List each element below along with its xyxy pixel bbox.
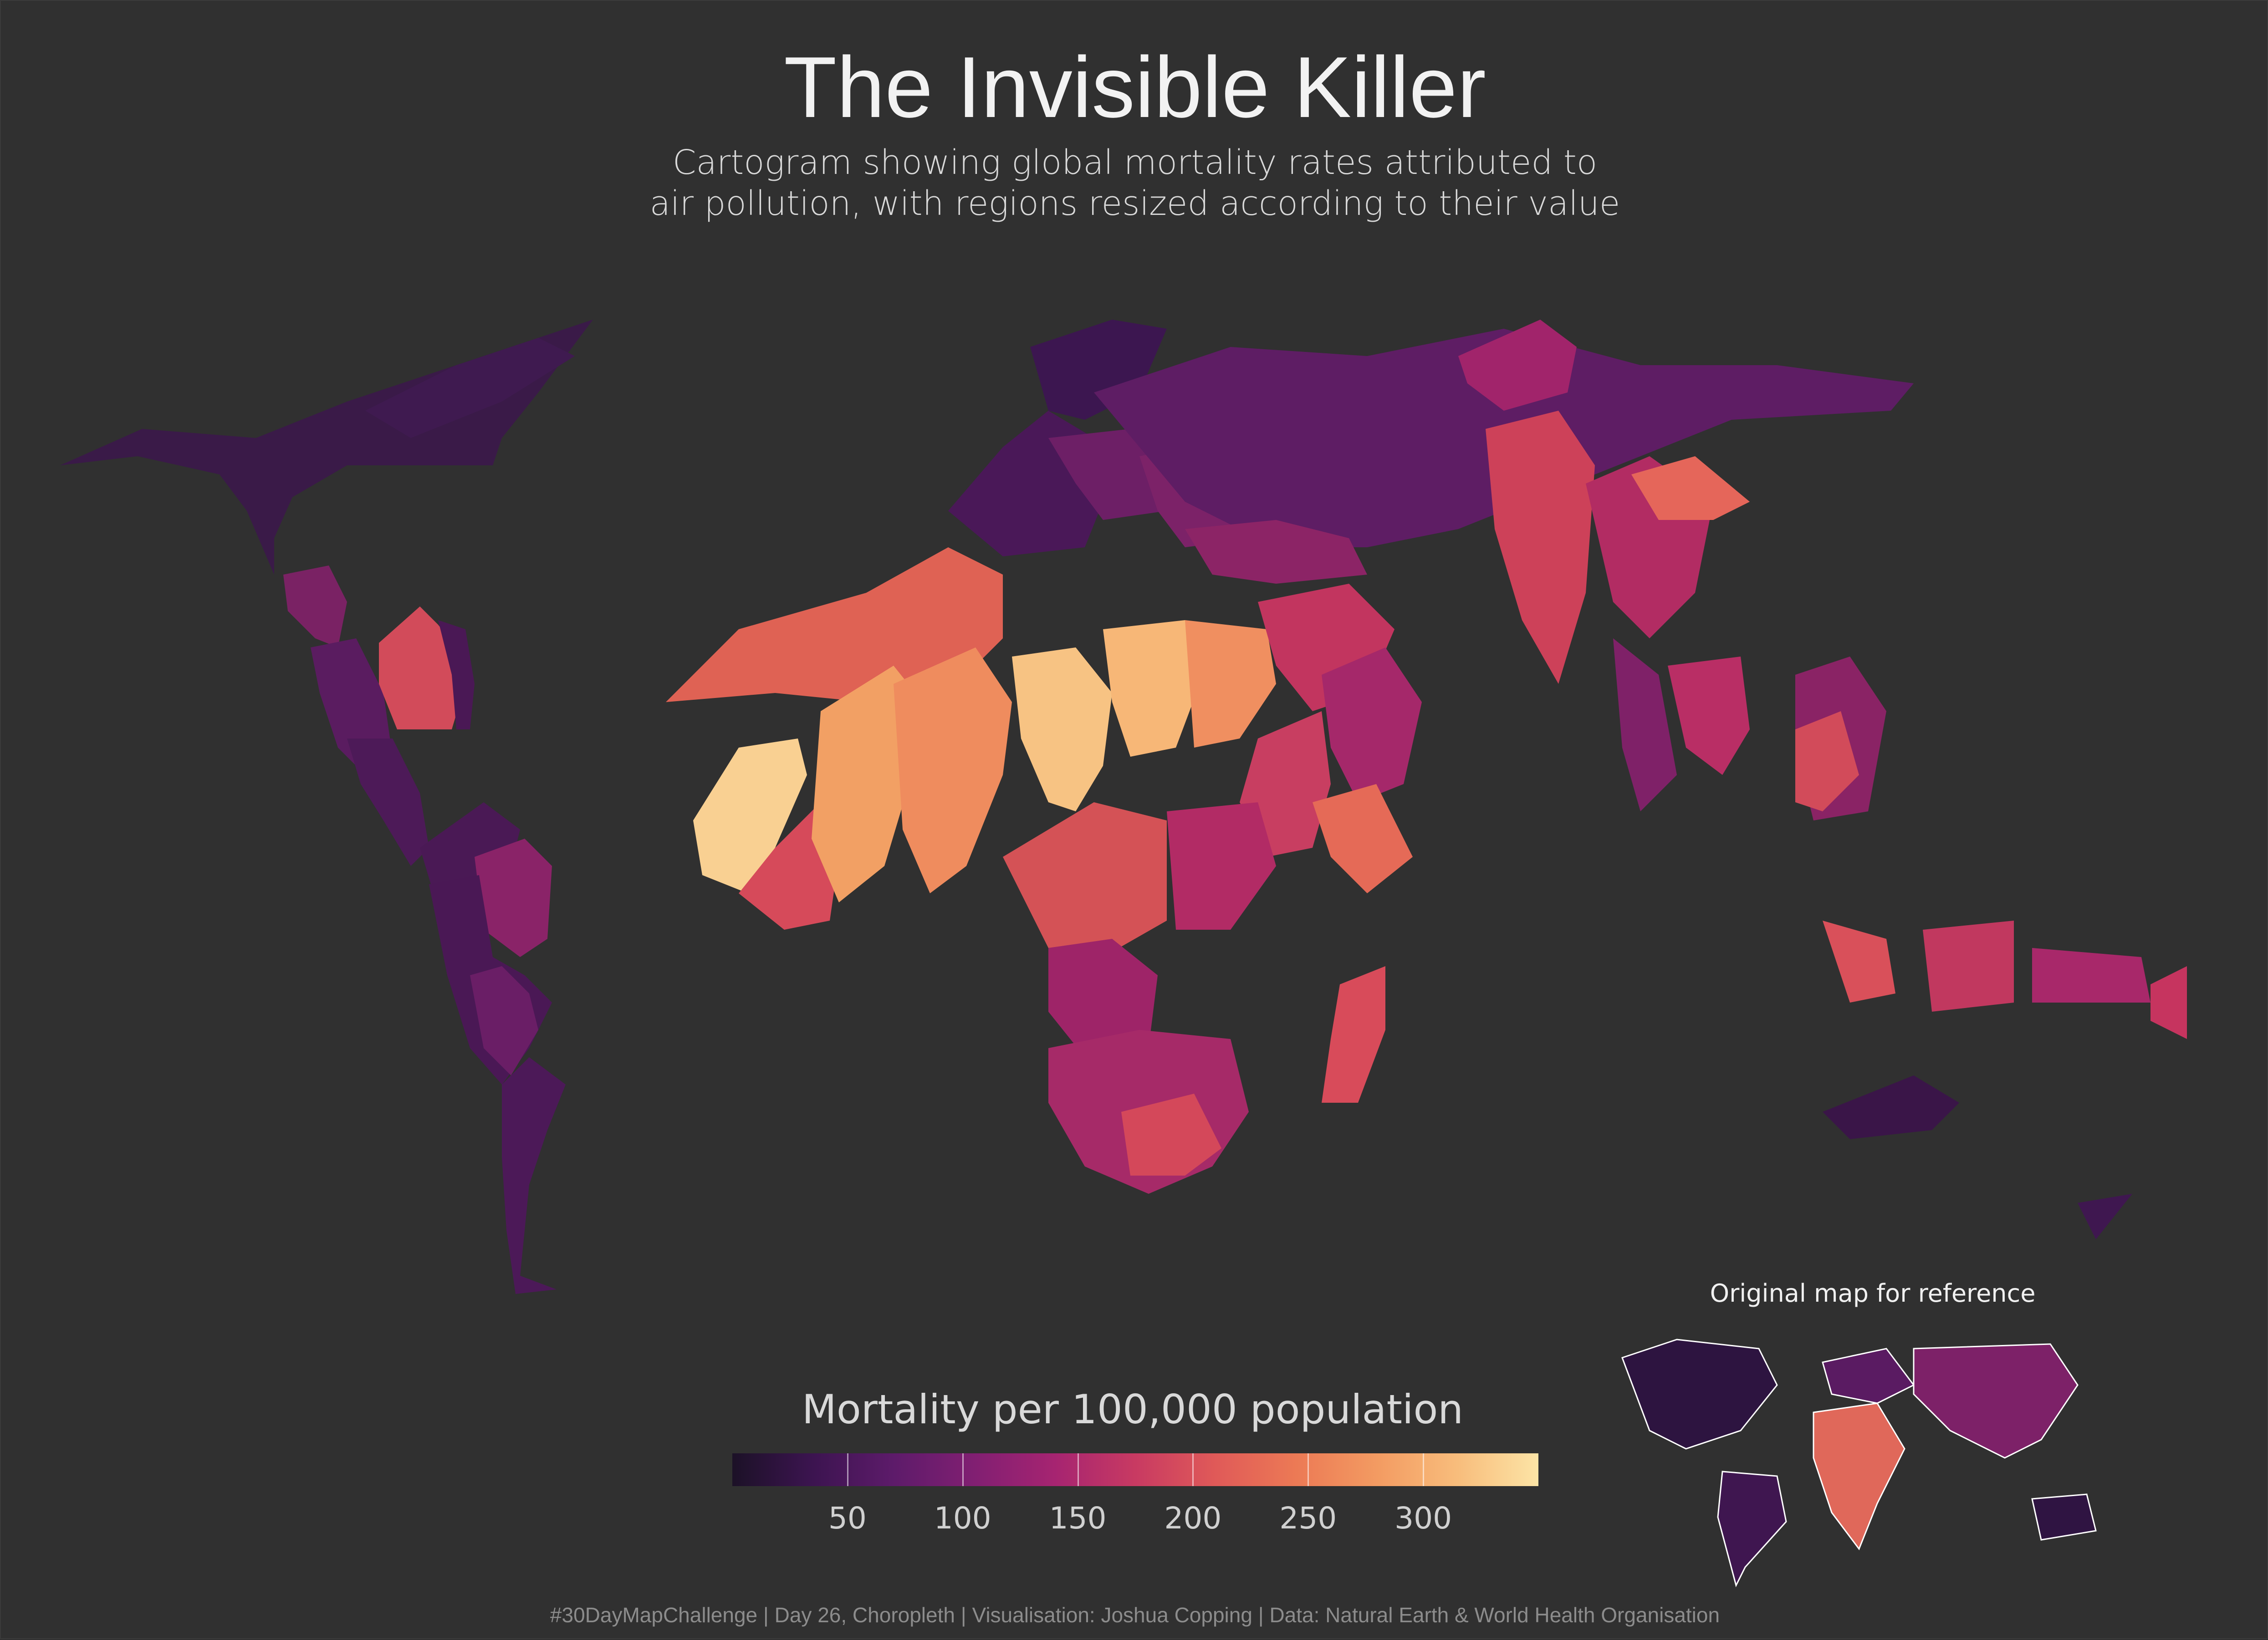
madagascar-region	[1322, 966, 1385, 1103]
sahel-central-region	[894, 647, 1012, 893]
map-caption: #30DayMapChallenge | Day 26, Choropleth …	[550, 1603, 1720, 1627]
egypt-region	[1185, 620, 1276, 748]
usa-west-region	[283, 565, 347, 647]
greenland-arctic-region	[365, 338, 575, 438]
inset-asia	[1913, 1343, 2079, 1459]
asia-region	[1486, 411, 2187, 1239]
south-america-region	[429, 839, 566, 1294]
usa-northeast-region	[438, 620, 475, 729]
west-africa-region	[693, 739, 807, 893]
sudan-region	[1103, 620, 1203, 757]
papua-region	[2032, 948, 2151, 1003]
legend-tick-mark	[1423, 1453, 1425, 1486]
legend-tick-mark	[1308, 1453, 1309, 1486]
legend-title: Mortality per 100,000 population	[802, 1386, 1464, 1433]
color-scale-bar	[732, 1453, 1538, 1486]
northeast-asia-region	[1458, 320, 1577, 411]
map-title: The Invisible Killer	[784, 39, 1486, 136]
inset-australia	[2031, 1493, 2097, 1541]
legend-tick-mark	[847, 1453, 848, 1486]
congo-region	[1048, 939, 1158, 1057]
legend-tick-label: 50	[828, 1501, 867, 1536]
legend-tick-label: 100	[934, 1501, 991, 1536]
chad-niger-region	[1012, 647, 1112, 811]
south-africa-region	[1121, 1094, 1221, 1176]
iran-region	[1322, 647, 1422, 802]
legend-tick-mark	[1192, 1453, 1194, 1486]
legend-tick-label: 300	[1395, 1501, 1452, 1536]
argentina-chile-region	[502, 1057, 566, 1294]
new-zealand-region	[2078, 1194, 2132, 1239]
peru-bolivia-region	[470, 966, 538, 1075]
indonesia-west-region	[1823, 921, 1895, 1003]
legend-tick-label: 200	[1164, 1501, 1222, 1536]
north-africa-region	[666, 547, 1003, 702]
oceania-east-region	[2151, 966, 2187, 1039]
africa-middle-east-region	[666, 547, 1422, 1194]
balkans-region	[1185, 520, 1367, 584]
mongolia-region	[1631, 456, 1750, 520]
inset-europe	[1822, 1348, 1915, 1404]
indonesia-east-region	[1923, 921, 2014, 1012]
inset-reference-map	[1621, 1339, 2097, 1588]
inset-north-america	[1621, 1339, 1778, 1450]
inset-africa	[1813, 1402, 1905, 1551]
horn-africa-region	[1313, 784, 1413, 893]
colombia-venezuela-region	[475, 839, 552, 957]
europe-russia-region	[948, 320, 1914, 584]
legend-tick-label: 250	[1279, 1501, 1337, 1536]
indochina-region	[1613, 638, 1677, 811]
southeast-asia-region	[1668, 657, 1750, 775]
inset-title: Original map for reference	[1710, 1279, 2036, 1308]
map-subtitle-line-2: air pollution, with regions resized acco…	[649, 184, 1620, 223]
legend-tick-mark	[1077, 1453, 1079, 1486]
central-africa-region	[1003, 802, 1167, 957]
australia-region	[1823, 1075, 1959, 1139]
north-america-region	[60, 320, 593, 893]
india-region	[1486, 411, 1595, 684]
central-europe-region	[1048, 429, 1167, 520]
philippines-region	[1795, 711, 1859, 811]
map-subtitle-line-1: Cartogram showing global mortality rates…	[672, 143, 1598, 182]
east-africa-region	[1167, 802, 1276, 930]
mexico-region	[347, 739, 429, 866]
legend-tick-label: 150	[1049, 1501, 1107, 1536]
legend-tick-mark	[962, 1453, 964, 1486]
inset-south-america	[1717, 1471, 1787, 1588]
